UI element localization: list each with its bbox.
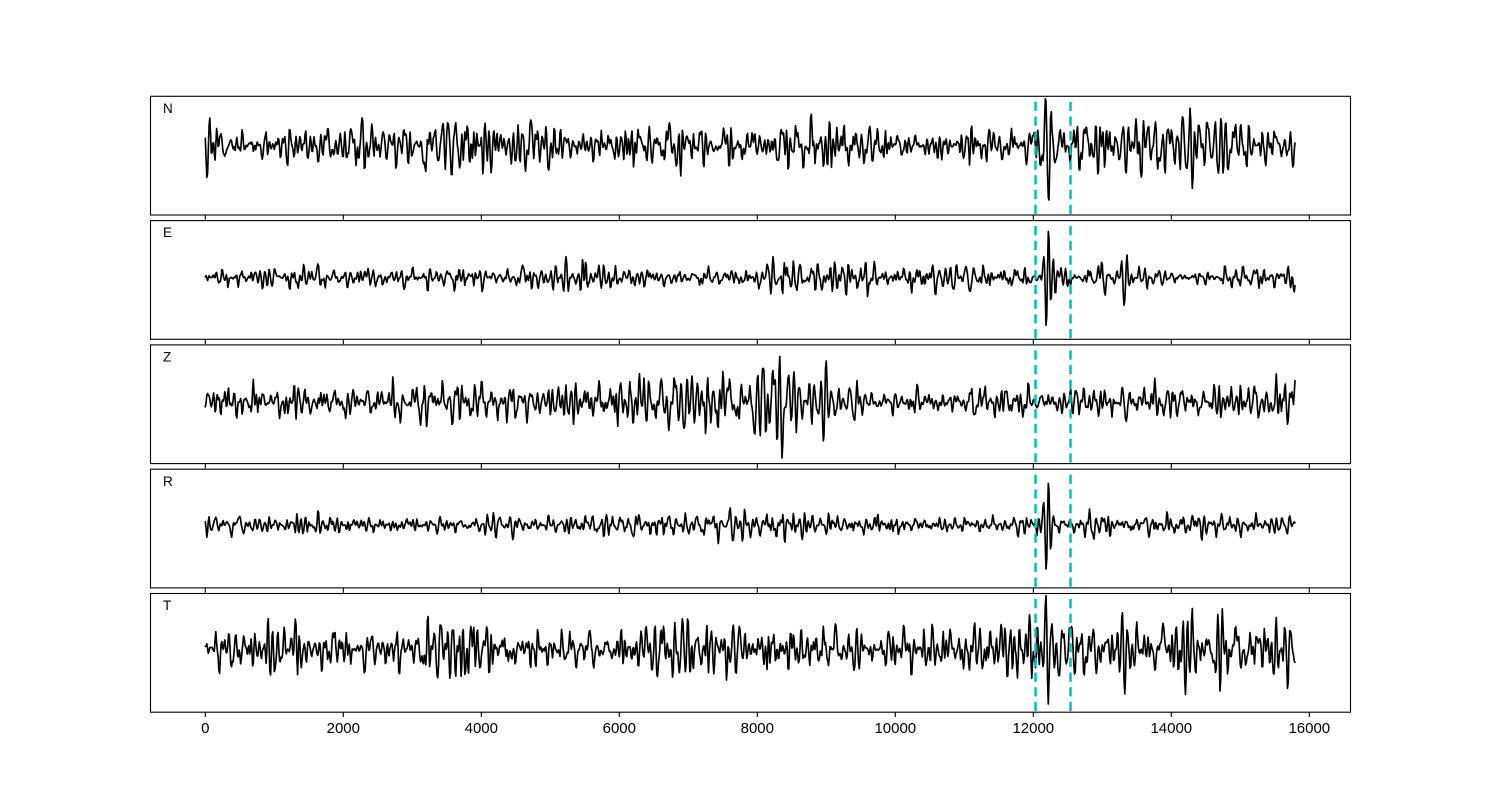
svg-text:R: R (163, 474, 173, 489)
svg-text:6000: 6000 (603, 720, 636, 737)
svg-text:14000: 14000 (1150, 720, 1192, 737)
svg-text:0: 0 (201, 720, 209, 737)
svg-text:4000: 4000 (465, 720, 498, 737)
svg-text:2000: 2000 (327, 720, 360, 737)
svg-text:12000: 12000 (1012, 720, 1054, 737)
svg-text:T: T (163, 598, 171, 613)
svg-text:10000: 10000 (874, 720, 916, 737)
svg-text:N: N (163, 101, 173, 116)
svg-text:E: E (163, 225, 172, 240)
svg-text:Z: Z (163, 350, 171, 365)
svg-text:16000: 16000 (1288, 720, 1330, 737)
svg-text:8000: 8000 (741, 720, 774, 737)
